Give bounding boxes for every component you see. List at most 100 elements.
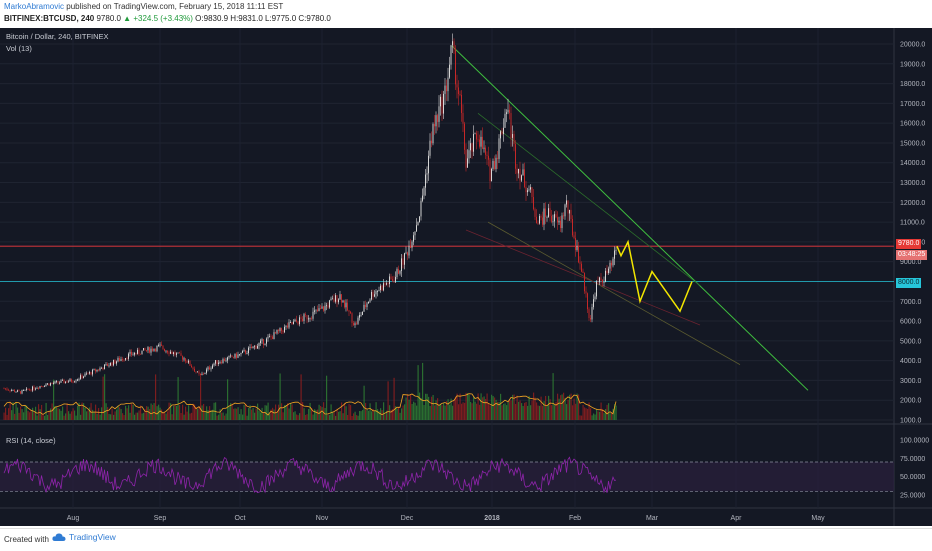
candle-body [326,305,327,307]
volume-bar [516,395,518,420]
volume-bar [549,399,551,420]
volume-bar [144,409,146,420]
candle-body [152,348,153,351]
volume-bar [594,414,596,420]
volume-bar [149,408,151,420]
candle-body [293,321,294,325]
volume-bar [80,414,82,420]
volume-bar [609,413,611,420]
chart-area[interactable]: 20000.0 19000.0 18000.0 17000.0 16000.0 15000… [0,28,932,526]
volume-bar [353,413,355,420]
volume-bar [597,411,599,420]
volume-bar [348,404,350,420]
candle-body [522,169,524,176]
price-tick-label: 16000.0 [900,121,925,128]
candle-body [80,375,81,379]
volume-bar [119,407,121,420]
volume-bar [566,404,568,420]
volume-bar [528,395,530,420]
volume-bar [258,410,260,420]
volume-bar [92,409,94,420]
volume-bar [294,411,296,420]
candle-body [422,195,423,201]
tradingview-logo[interactable]: TradingView [52,532,116,542]
volume-bar [212,409,214,420]
candle-body [57,381,59,383]
volume-bar [347,414,349,420]
volume-bar [552,373,554,420]
price-tick-label: 9000.0 [900,259,922,266]
price-chart[interactable]: 20000.0 19000.0 18000.0 17000.0 16000.0 15000… [0,28,932,526]
candle-body [119,358,120,361]
volume-bar [591,415,593,420]
volume-bar [81,402,83,420]
volume-bar [513,394,515,420]
candle-body [266,338,267,344]
candle-body [35,388,36,390]
volume-bar [576,393,578,420]
volume-bar [36,415,38,420]
price-tick-label: 4000.0 [900,358,922,365]
candle-body [584,272,585,292]
candle-body [390,276,392,280]
lower-channel-line [487,221,741,365]
volume-bar [396,408,398,420]
candle-body [344,300,345,308]
published-text: published on TradingView.com, February 1… [66,2,284,11]
candle-body [399,270,401,274]
volume-bar [545,395,547,420]
candle-body [428,155,429,174]
candle-body [192,367,194,369]
volume-bar [393,377,395,420]
candle-body [165,350,167,352]
volume-bar [137,412,139,420]
volume-bar [489,405,491,420]
volume-bar [455,396,457,420]
volume-bar [536,402,538,420]
volume-bar [62,406,64,420]
candle-body [276,329,278,334]
volume-bar [360,411,362,420]
volume-bar [458,404,460,420]
candle-body [554,214,555,222]
volume-bar [491,394,493,420]
volume-bar [65,413,67,420]
marked-level-badge: 8000.0 [896,278,922,288]
candle-body [234,353,236,358]
time-tick-label: Apr [731,515,743,522]
candle-body [117,358,119,362]
volume-bar [11,410,13,420]
volume-bar [288,408,290,420]
volume-bar [548,395,550,420]
candle-body [354,323,356,325]
candle-body [227,357,228,361]
volume-bar [471,403,473,420]
candle-body [440,96,441,107]
volume-bar [17,407,19,420]
volume-bar [465,392,467,420]
candle-body [14,389,15,392]
candle-body [12,389,14,391]
volume-bar [501,405,503,420]
volume-bar [224,415,226,420]
volume-bar [162,412,164,420]
price-tick-label: 5000.0 [900,338,922,345]
candle-body [479,139,480,147]
candle-body [558,220,560,223]
candle-body [111,362,113,366]
volume-bar [584,407,586,420]
volume-bar [372,408,374,420]
candle-body [453,41,455,49]
author-link[interactable]: MarkoAbramovic [4,2,65,11]
candle-body [134,352,135,355]
volume-bar [129,412,131,420]
candle-body [222,359,224,364]
volume-bar [315,410,317,420]
price-tick-label: 14000.0 [900,160,925,167]
candle-body [15,391,17,393]
candle-body [36,387,38,389]
candle-body [191,365,192,368]
candle-body [300,317,302,319]
volume-bar [323,402,325,420]
candle-body [188,360,189,363]
